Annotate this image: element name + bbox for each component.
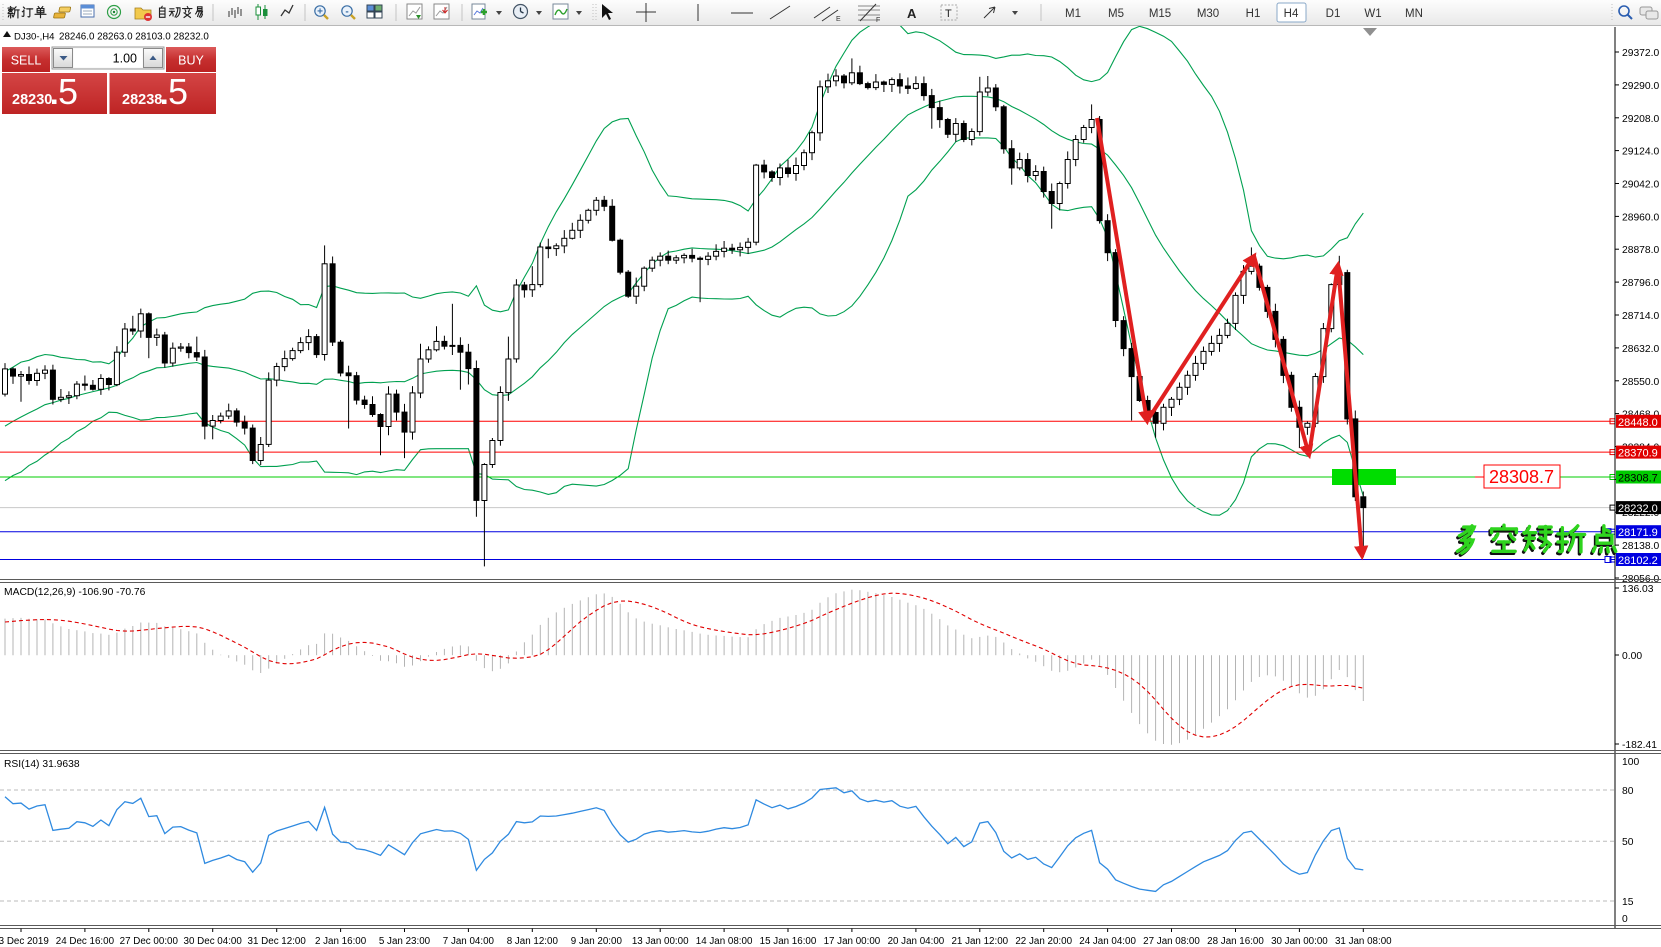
svg-text:23 Dec 2019: 23 Dec 2019 [0,936,49,947]
svg-text:-182.41: -182.41 [1622,740,1657,751]
svg-text:15: 15 [1622,897,1634,908]
svg-text:14 Jan 08:00: 14 Jan 08:00 [696,936,753,947]
svg-text:22 Jan 20:00: 22 Jan 20:00 [1015,936,1072,947]
svg-text:DJ30-,H4: DJ30-,H4 [14,32,55,43]
svg-text:D1: D1 [1326,8,1341,20]
svg-text:W1: W1 [1364,8,1381,20]
svg-text:9 Jan 20:00: 9 Jan 20:00 [571,936,623,947]
svg-text:28714.0: 28714.0 [1622,311,1659,322]
svg-text:T: T [945,8,952,20]
svg-text:RSI(14) 31.9638: RSI(14) 31.9638 [4,759,80,770]
svg-text:+: + [317,7,323,18]
svg-text:28230: 28230 [12,92,52,108]
svg-text:2 Jan 16:00: 2 Jan 16:00 [315,936,367,947]
svg-text:24 Jan 04:00: 24 Jan 04:00 [1079,936,1136,947]
svg-text:M15: M15 [1149,8,1171,20]
svg-text:28878.0: 28878.0 [1622,245,1659,256]
svg-text:1.00: 1.00 [113,52,137,66]
svg-text:28632.0: 28632.0 [1622,344,1659,355]
svg-text:29208.0: 29208.0 [1622,114,1659,125]
svg-text:M5: M5 [1108,8,1124,20]
svg-text:7 Jan 04:00: 7 Jan 04:00 [443,936,495,947]
svg-text:0.00: 0.00 [1622,651,1642,662]
svg-text:SELL: SELL [11,54,42,68]
svg-text:13 Jan 00:00: 13 Jan 00:00 [632,936,689,947]
svg-text:28 Jan 16:00: 28 Jan 16:00 [1207,936,1264,947]
svg-text:MN: MN [1405,8,1423,20]
svg-text:5 Jan 23:00: 5 Jan 23:00 [379,936,431,947]
svg-text:H1: H1 [1246,8,1261,20]
svg-text:50: 50 [1622,837,1634,848]
svg-text:28232.0: 28232.0 [1618,503,1658,515]
svg-text:100: 100 [1622,757,1639,768]
svg-text:31 Dec 12:00: 31 Dec 12:00 [248,936,307,947]
svg-text:17 Jan 00:00: 17 Jan 00:00 [824,936,881,947]
svg-text:29372.0: 29372.0 [1622,48,1659,59]
svg-text:24 Dec 16:00: 24 Dec 16:00 [56,936,115,947]
svg-text:28960.0: 28960.0 [1622,212,1659,223]
svg-text:20 Jan 04:00: 20 Jan 04:00 [888,936,945,947]
svg-text:28550.0: 28550.0 [1622,377,1659,388]
svg-text:-: - [345,7,348,18]
svg-text:27 Jan 08:00: 27 Jan 08:00 [1143,936,1200,947]
svg-text:F: F [876,17,880,24]
svg-text:8 Jan 12:00: 8 Jan 12:00 [507,936,559,947]
svg-text:28370.9: 28370.9 [1618,448,1658,460]
svg-text:31 Jan 08:00: 31 Jan 08:00 [1335,936,1392,947]
svg-text:M1: M1 [1065,8,1081,20]
svg-text:28171.9: 28171.9 [1618,527,1658,539]
svg-text:21 Jan 12:00: 21 Jan 12:00 [951,936,1008,947]
svg-text:27 Dec 00:00: 27 Dec 00:00 [120,936,179,947]
svg-text:30 Jan 00:00: 30 Jan 00:00 [1271,936,1328,947]
svg-text:29290.0: 29290.0 [1622,81,1659,92]
svg-text:28246.0 28263.0 28103.0 28232.: 28246.0 28263.0 28103.0 28232.0 [59,32,209,43]
svg-text:H4: H4 [1284,8,1299,20]
svg-text:BUY: BUY [178,54,204,68]
svg-text:MACD(12,26,9) -106.90 -70.76: MACD(12,26,9) -106.90 -70.76 [4,587,146,598]
svg-text:136.03: 136.03 [1622,584,1654,595]
svg-text:30 Dec 04:00: 30 Dec 04:00 [184,936,243,947]
svg-text:28308.7: 28308.7 [1618,473,1658,485]
svg-text:28102.2: 28102.2 [1618,555,1658,567]
svg-text:M30: M30 [1197,8,1219,20]
svg-text:29042.0: 29042.0 [1622,180,1659,191]
svg-text:28796.0: 28796.0 [1622,278,1659,289]
svg-text:28308.7: 28308.7 [1489,467,1554,487]
svg-text:28448.0: 28448.0 [1618,417,1658,429]
svg-text:80: 80 [1622,786,1634,797]
svg-text:28238: 28238 [122,92,162,108]
svg-text:5: 5 [58,71,78,112]
svg-text:E: E [836,16,841,23]
svg-text:5: 5 [168,71,188,112]
svg-text:15 Jan 16:00: 15 Jan 16:00 [760,936,817,947]
svg-text:A: A [907,6,917,21]
svg-text:28138.0: 28138.0 [1622,541,1659,552]
svg-text:29124.0: 29124.0 [1622,147,1659,158]
svg-text:0: 0 [1622,914,1628,925]
